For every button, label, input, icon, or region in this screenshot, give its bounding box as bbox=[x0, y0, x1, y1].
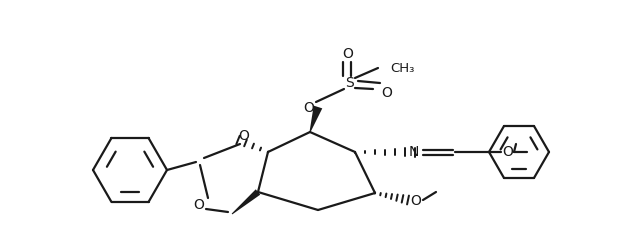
Text: O: O bbox=[342, 47, 353, 61]
Text: O: O bbox=[411, 194, 421, 208]
Polygon shape bbox=[310, 106, 323, 132]
Polygon shape bbox=[232, 189, 260, 214]
Text: O: O bbox=[303, 101, 314, 115]
Text: CH₃: CH₃ bbox=[390, 62, 414, 74]
Text: O: O bbox=[381, 86, 392, 100]
Text: O: O bbox=[193, 198, 204, 212]
Text: O: O bbox=[239, 129, 250, 143]
Text: S: S bbox=[346, 76, 355, 90]
Text: N: N bbox=[409, 145, 419, 159]
Text: O: O bbox=[502, 145, 513, 159]
